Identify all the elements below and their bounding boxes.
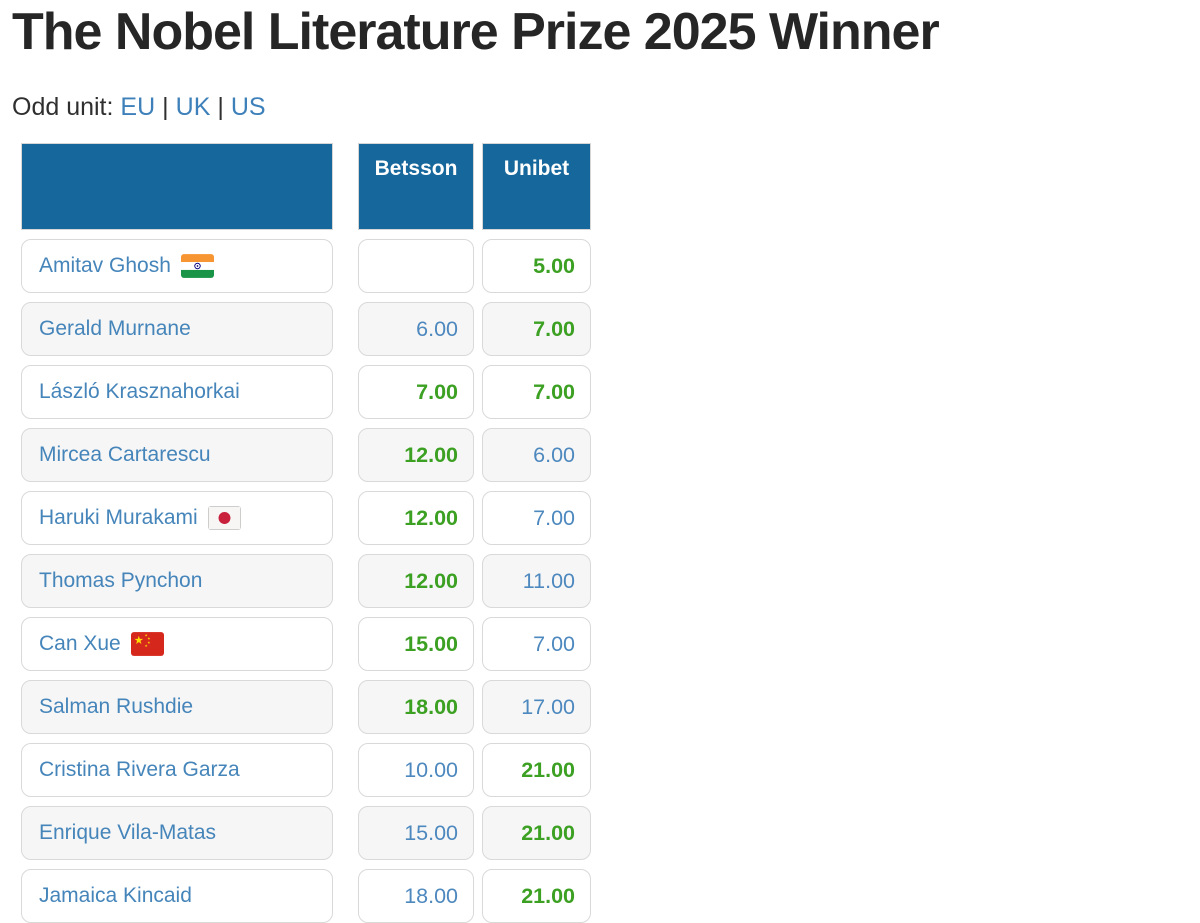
- table-row: Jamaica Kincaid 18.00 21.00: [21, 869, 1200, 923]
- odd-unit-bar: Odd unit: EU | UK | US: [12, 93, 1200, 122]
- betsson-odds-value: 6.00: [416, 316, 458, 341]
- author-cell[interactable]: Salman Rushdie: [21, 680, 333, 735]
- betsson-odds-cell: 12.00: [358, 491, 474, 546]
- table-row: Thomas Pynchon 12.00 11.00: [21, 554, 1200, 609]
- unibet-odds-value: 7.00: [533, 505, 575, 530]
- betsson-odds-cell: 15.00: [358, 806, 474, 861]
- table-row: Mircea Cartarescu 12.00 6.00: [21, 428, 1200, 483]
- author-link[interactable]: Thomas Pynchon: [39, 569, 203, 593]
- odds-table-header: Betsson Unibet: [21, 143, 1200, 231]
- unibet-odds-value: 7.00: [533, 379, 575, 404]
- page-title: The Nobel Literature Prize 2025 Winner: [12, 3, 940, 61]
- author-cell[interactable]: Gerald Murnane: [21, 302, 333, 357]
- odds-table: Betsson Unibet Amitav Ghosh 5.00 Gerald …: [21, 143, 1200, 923]
- unibet-odds-cell: 21.00: [482, 806, 591, 861]
- author-link[interactable]: Enrique Vila-Matas: [39, 821, 217, 845]
- author-cell[interactable]: Jamaica Kincaid: [21, 869, 333, 923]
- author-cell[interactable]: Cristina Rivera Garza: [21, 743, 333, 798]
- author-link[interactable]: Salman Rushdie: [39, 695, 194, 719]
- unibet-odds-value: 7.00: [533, 631, 575, 656]
- betsson-odds-cell: 18.00: [358, 680, 474, 735]
- betsson-odds-value: 7.00: [416, 379, 458, 404]
- separator: |: [217, 93, 224, 122]
- unibet-odds-value: 21.00: [521, 820, 575, 845]
- author-link[interactable]: Jamaica Kincaid: [39, 884, 192, 908]
- author-link[interactable]: Cristina Rivera Garza: [39, 758, 240, 782]
- unibet-odds-cell: 7.00: [482, 491, 591, 546]
- author-link[interactable]: Haruki Murakami: [39, 506, 198, 530]
- betsson-odds-value: 12.00: [404, 505, 458, 530]
- betsson-odds-value: 12.00: [404, 442, 458, 467]
- table-row: Haruki Murakami 12.00 7.00: [21, 491, 1200, 546]
- betsson-odds-cell: 7.00: [358, 365, 474, 420]
- betsson-odds-value: 10.00: [404, 757, 458, 782]
- japan-flag-icon: [207, 506, 241, 531]
- odd-unit-label: Odd unit:: [12, 93, 114, 122]
- unibet-odds-value: 6.00: [533, 442, 575, 467]
- unibet-odds-cell: 7.00: [482, 302, 591, 357]
- unibet-odds-cell: 21.00: [482, 869, 591, 923]
- table-row: Cristina Rivera Garza 10.00 21.00: [21, 743, 1200, 798]
- unibet-odds-value: 5.00: [533, 253, 575, 278]
- author-link[interactable]: Amitav Ghosh: [39, 254, 171, 278]
- author-cell[interactable]: Haruki Murakami: [21, 491, 333, 546]
- table-row: Salman Rushdie 18.00 17.00: [21, 680, 1200, 735]
- betsson-odds-cell: 12.00: [358, 428, 474, 483]
- odd-unit-link-us[interactable]: US: [230, 93, 266, 122]
- betsson-odds-cell: 10.00: [358, 743, 474, 798]
- unibet-odds-cell: 7.00: [482, 365, 591, 420]
- unibet-odds-cell: 6.00: [482, 428, 591, 483]
- author-cell[interactable]: Mircea Cartarescu: [21, 428, 333, 483]
- unibet-odds-cell: 21.00: [482, 743, 591, 798]
- table-row: Enrique Vila-Matas 15.00 21.00: [21, 806, 1200, 861]
- betsson-odds-value: 15.00: [404, 631, 458, 656]
- unibet-odds-value: 7.00: [533, 316, 575, 341]
- table-row: Gerald Murnane 6.00 7.00: [21, 302, 1200, 357]
- author-cell[interactable]: Enrique Vila-Matas: [21, 806, 333, 861]
- unibet-odds-value: 21.00: [521, 883, 575, 908]
- unibet-odds-cell: 5.00: [482, 239, 591, 294]
- betsson-odds-value: 15.00: [404, 820, 458, 845]
- betsson-odds-value: 12.00: [404, 568, 458, 593]
- author-cell[interactable]: Amitav Ghosh: [21, 239, 333, 294]
- betsson-odds-cell: 6.00: [358, 302, 474, 357]
- betsson-odds-cell: 15.00: [358, 617, 474, 672]
- header-cell-betsson: Betsson: [358, 143, 474, 231]
- table-row: Can Xue 15.00 7.00: [21, 617, 1200, 672]
- separator: |: [162, 93, 169, 122]
- betsson-odds-cell: [358, 239, 474, 294]
- unibet-odds-cell: 7.00: [482, 617, 591, 672]
- betsson-odds-value: 18.00: [404, 883, 458, 908]
- unibet-odds-value: 21.00: [521, 757, 575, 782]
- author-cell[interactable]: Thomas Pynchon: [21, 554, 333, 609]
- odds-table-body: Amitav Ghosh 5.00 Gerald Murnane 6.00 7.…: [21, 239, 1200, 923]
- china-flag-icon: [130, 632, 164, 657]
- unibet-odds-cell: 17.00: [482, 680, 591, 735]
- author-link[interactable]: László Krasznahorkai: [39, 380, 240, 404]
- author-link[interactable]: Can Xue: [39, 632, 121, 656]
- table-row: László Krasznahorkai 7.00 7.00: [21, 365, 1200, 420]
- unibet-odds-value: 17.00: [521, 694, 575, 719]
- author-cell[interactable]: László Krasznahorkai: [21, 365, 333, 420]
- author-cell[interactable]: Can Xue: [21, 617, 333, 672]
- table-row: Amitav Ghosh 5.00: [21, 239, 1200, 294]
- betsson-odds-value: 18.00: [404, 694, 458, 719]
- odd-unit-link-uk[interactable]: UK: [175, 93, 211, 122]
- india-flag-icon: [180, 254, 214, 279]
- odd-unit-link-eu[interactable]: EU: [120, 93, 156, 122]
- unibet-odds-value: 11.00: [522, 568, 575, 593]
- betsson-odds-cell: 12.00: [358, 554, 474, 609]
- author-link[interactable]: Gerald Murnane: [39, 317, 191, 341]
- header-cell-unibet: Unibet: [482, 143, 591, 231]
- betsson-odds-cell: 18.00: [358, 869, 474, 923]
- author-link[interactable]: Mircea Cartarescu: [39, 443, 211, 467]
- header-cell-author: [21, 143, 333, 231]
- unibet-odds-cell: 11.00: [482, 554, 591, 609]
